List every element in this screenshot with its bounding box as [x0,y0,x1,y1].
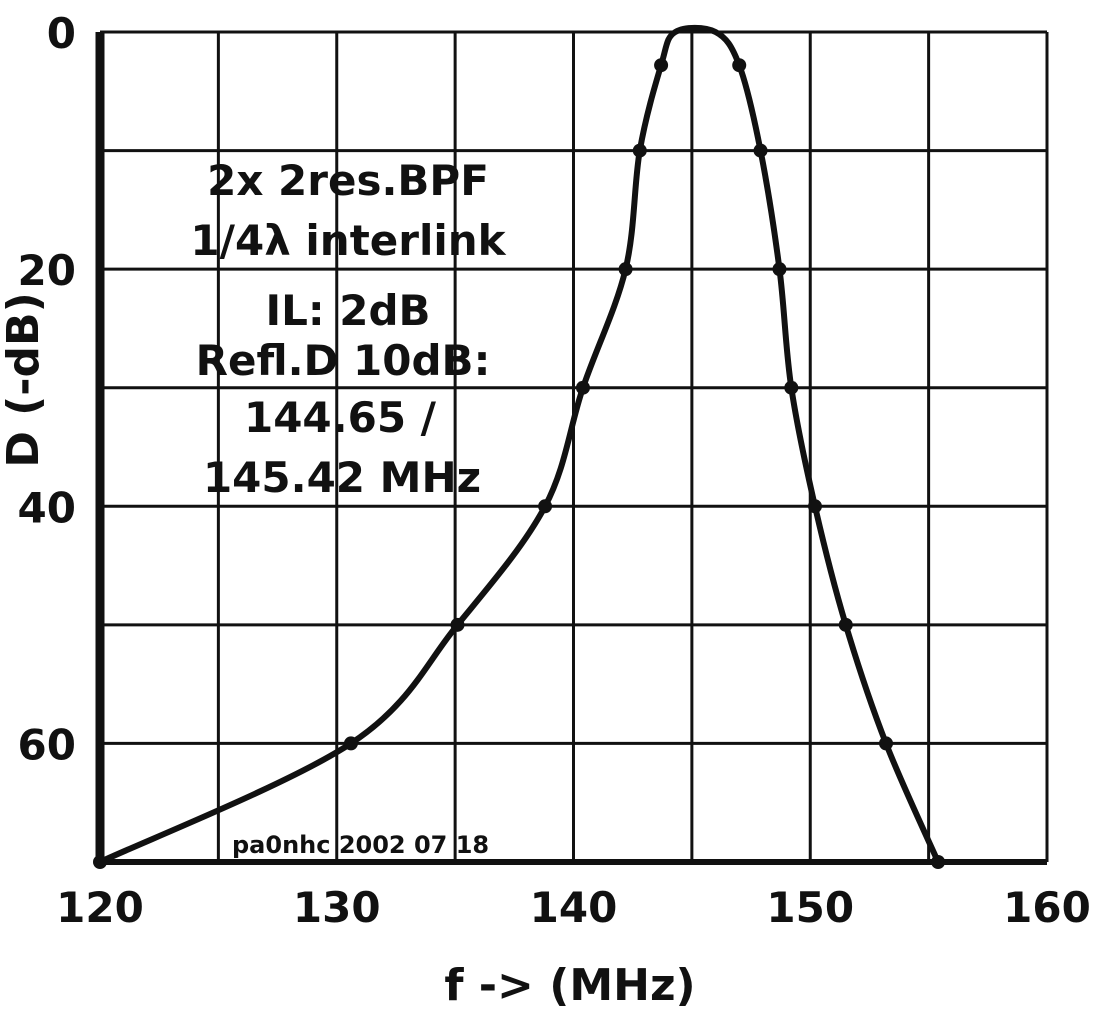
data-markers [93,58,946,869]
axes [95,32,1047,865]
tick-labels: 120 130 140 150 160 0 20 40 60 [18,9,1091,932]
data-point [772,262,787,277]
y-axis-label: D (-dB) [0,292,49,467]
series-line-response [97,24,942,865]
annotation-line-5: 144.65 / [244,393,437,442]
data-point [343,736,358,751]
data-point [632,143,647,158]
y-tick-label: 40 [18,483,76,532]
annotation-line-3: IL: 2dB [265,286,430,335]
data-point [838,617,853,632]
annotation-line-2: 1/4λ interlink [190,216,506,265]
annotation-block: 2x 2res.BPF 1/4λ interlink IL: 2dB Refl.… [190,156,506,502]
x-tick-label: 120 [56,883,144,932]
y-tick-label: 0 [47,9,76,58]
data-point [618,262,633,277]
data-point [654,58,669,73]
data-point [732,58,747,73]
data-point [575,380,590,395]
x-tick-label: 150 [766,883,854,932]
data-point [807,499,822,514]
y-tick-label: 20 [18,246,76,295]
data-point [931,855,946,869]
credit-text: pa0nhc 2002 07 18 [232,831,489,859]
y-tick-label: 60 [18,720,76,769]
annotation-line-6: 145.42 MHz [203,453,481,502]
data-point [879,736,894,751]
x-tick-label: 160 [1003,883,1091,932]
data-point [538,499,553,514]
annotation-line-1: 2x 2res.BPF [207,156,489,205]
x-tick-label: 140 [530,883,618,932]
data-point [784,380,799,395]
x-axis-label: f -> (MHz) [444,960,695,1011]
annotation-line-4: Refl.D 10dB: [196,336,491,385]
x-tick-label: 130 [293,883,381,932]
data-point [450,617,465,632]
data-point [753,143,768,158]
data-point [93,855,107,869]
